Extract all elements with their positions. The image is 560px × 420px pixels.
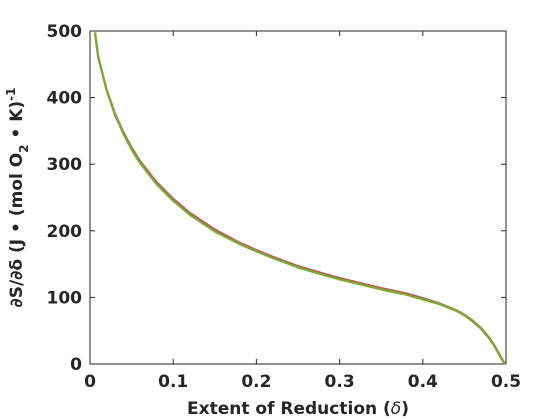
x-tick-label: 0 bbox=[84, 372, 96, 392]
tick-marks bbox=[89, 30, 507, 365]
series-line-1 bbox=[93, 32, 507, 365]
x-tick-labels: 0 0.1 0.2 0.3 0.4 0.5 bbox=[84, 372, 521, 392]
series-line-2 bbox=[93, 32, 507, 365]
x-tick-label: 0.1 bbox=[158, 372, 188, 392]
x-axis-title: Extent of Reduction (δ) bbox=[187, 399, 409, 419]
y-tick-label: 100 bbox=[47, 288, 83, 308]
x-tick-label: 0.3 bbox=[325, 372, 355, 392]
x-tick-label: 0.2 bbox=[241, 372, 271, 392]
y-tick-label: 400 bbox=[47, 89, 83, 109]
y-tick-labels: 0 100 200 300 400 500 bbox=[47, 22, 83, 375]
y-tick-label: 300 bbox=[47, 155, 83, 175]
y-tick-label: 200 bbox=[47, 222, 83, 242]
y-tick-label: 0 bbox=[70, 355, 82, 375]
x-tick-label: 0.4 bbox=[408, 372, 438, 392]
y-axis-title: ∂S/∂δ (J • (mol O2 • K)-1 bbox=[4, 87, 31, 307]
plot-frame bbox=[89, 30, 507, 365]
x-tick-label: 0.5 bbox=[491, 372, 521, 392]
series-lines bbox=[93, 32, 507, 365]
y-tick-label: 500 bbox=[47, 22, 83, 42]
